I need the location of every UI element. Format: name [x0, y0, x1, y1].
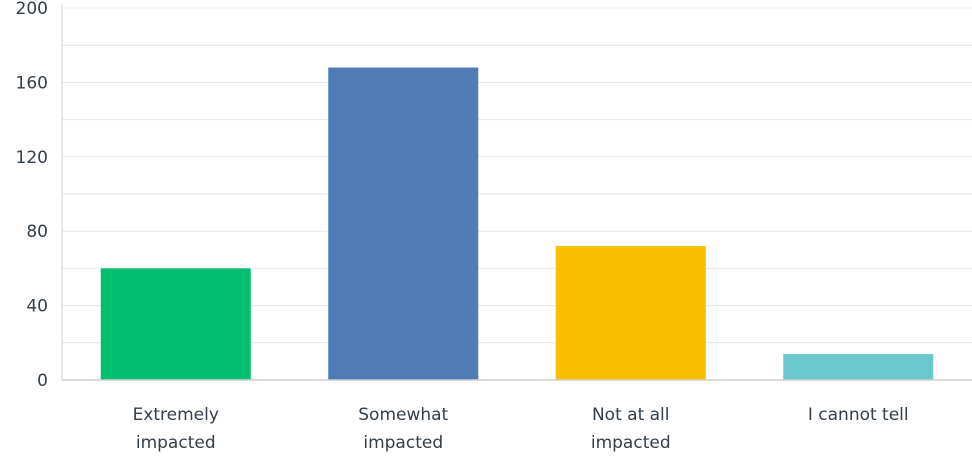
bar [555, 246, 706, 380]
x-category-label: I cannot tell [808, 405, 909, 425]
x-axis: Extremely impacted Somewhat impacted Not at … [133, 405, 909, 453]
x-category-label: impacted [136, 433, 216, 453]
bar [783, 353, 934, 380]
bar [100, 268, 251, 380]
x-category-label: Somewhat [358, 405, 448, 425]
y-axis: 0 40 80 120 160 200 [16, 0, 63, 391]
y-tick-label: 80 [26, 222, 48, 242]
bars [100, 67, 934, 381]
y-tick-label: 0 [37, 371, 48, 391]
y-tick-label: 120 [16, 148, 48, 168]
x-category-label: impacted [591, 433, 671, 453]
x-category-label: impacted [363, 433, 443, 453]
y-tick-label: 160 [16, 73, 48, 93]
y-tick-label: 200 [16, 0, 48, 19]
y-tick-label: 40 [26, 297, 48, 317]
x-category-label: Not at all [592, 405, 670, 425]
x-category-label: Extremely [133, 405, 219, 425]
bar [328, 67, 479, 381]
